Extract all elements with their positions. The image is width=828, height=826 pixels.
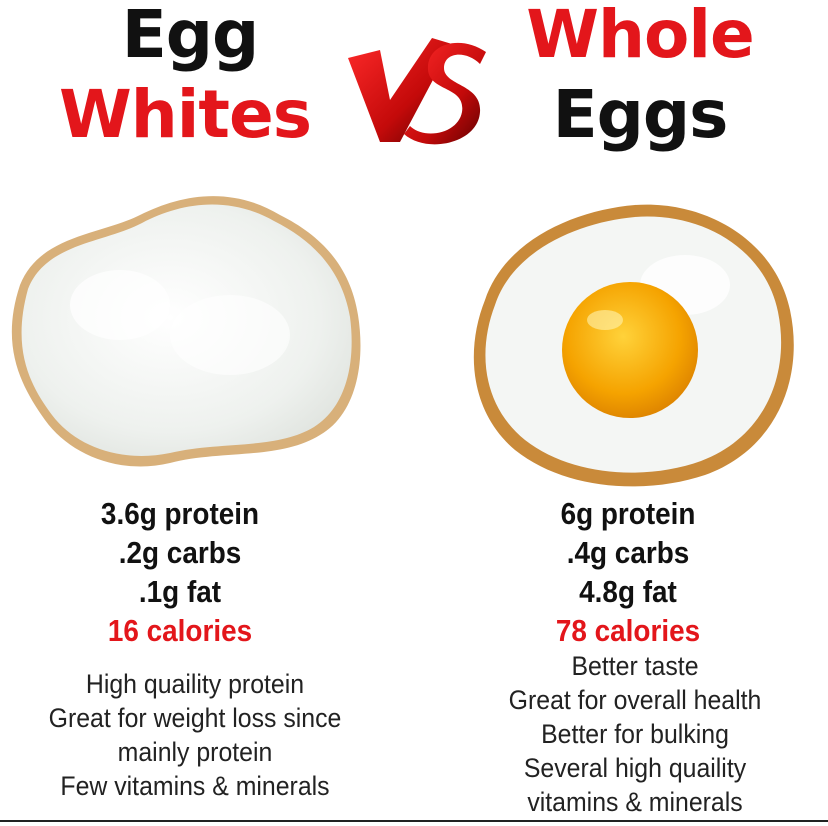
whole-eggs-title-line2: Eggs — [552, 76, 729, 153]
whole-egg-image — [473, 204, 794, 487]
vs-emblem: VS — [348, 38, 486, 145]
vs-brush-stroke — [348, 38, 452, 142]
egg-whites-protein: 3.6g protein — [100, 496, 260, 531]
whole-eggs-note: Better for bulking — [541, 719, 729, 749]
egg-whites-note: mainly protein — [117, 737, 273, 767]
egg-white-image — [11, 196, 361, 467]
whole-eggs-fat: 4.8g fat — [579, 574, 677, 609]
yolk — [562, 282, 698, 418]
egg-whites-note: High quaility protein — [85, 669, 305, 699]
bottom-divider — [0, 820, 828, 822]
whole-eggs-title-line1: Whole — [526, 0, 755, 73]
whole-eggs-carbs: .4g carbs — [566, 535, 690, 570]
whole-eggs-macros: 6g protein .4g carbs 4.8g fat 78 calorie… — [493, 494, 763, 650]
egg-whites-note: Great for weight loss since — [48, 703, 342, 733]
egg-whites-calories: 16 calories — [107, 613, 253, 648]
whole-eggs-notes: Better taste Great for overall health Be… — [456, 649, 815, 819]
whole-eggs-note: vitamins & minerals — [527, 787, 743, 817]
vs-brush-stroke-s — [404, 42, 486, 145]
egg-whites-fat: .1g fat — [138, 574, 222, 609]
whole-eggs-note: Several high quaility — [523, 753, 747, 783]
whole-eggs-note: Great for overall health — [508, 685, 762, 715]
egg-whites-title-line2: Whites — [58, 76, 312, 153]
whole-eggs-note: Better taste — [571, 651, 699, 681]
whole-eggs-protein: 6g protein — [560, 496, 696, 531]
egg-whites-title-line1: Egg — [121, 0, 260, 73]
egg-whites-carbs: .2g carbs — [118, 535, 242, 570]
egg-whites-note: Few vitamins & minerals — [60, 771, 330, 801]
egg-whites-notes: High quaility protein Great for weight l… — [16, 667, 375, 803]
whole-eggs-calories: 78 calories — [555, 613, 701, 648]
egg-whites-macros: 3.6g protein .2g carbs .1g fat 16 calori… — [45, 494, 315, 650]
